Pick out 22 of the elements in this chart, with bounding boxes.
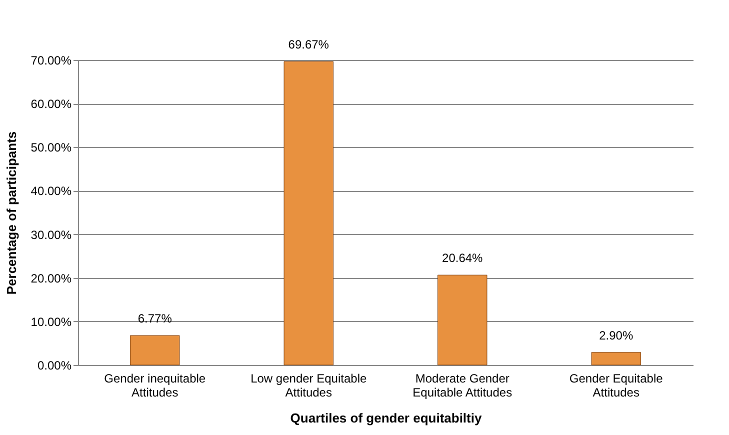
bar xyxy=(438,274,488,366)
data-label: 20.64% xyxy=(442,251,484,266)
bar xyxy=(591,352,641,366)
bar xyxy=(130,335,180,366)
x-axis-title: Quartiles of gender equitabiltiy xyxy=(290,410,482,426)
data-label: 2.90% xyxy=(599,328,634,342)
y-tick-label: 0.00% xyxy=(37,358,72,372)
y-tick-label: 60.00% xyxy=(30,97,72,112)
y-tick-label: 10.00% xyxy=(30,314,72,329)
y-axis-title: Percentage of participants xyxy=(4,131,19,295)
y-tick-label: 40.00% xyxy=(30,184,72,198)
x-tick-label: Gender inequitable Attitudes xyxy=(104,372,206,400)
y-tick-label: 30.00% xyxy=(30,228,72,242)
x-tick-label: Gender Equitable Attitudes xyxy=(569,372,664,400)
y-tick-label: 20.00% xyxy=(30,271,72,286)
x-tick-label: Moderate Gender Equitable Attitudes xyxy=(412,372,512,400)
data-label: 6.77% xyxy=(138,312,172,326)
data-label: 69.67% xyxy=(288,37,330,52)
bar xyxy=(284,61,334,366)
y-tick-label: 50.00% xyxy=(30,140,72,155)
y-tick-label: 70.00% xyxy=(30,54,72,68)
x-tick-label: Low gender Equitable Attitudes xyxy=(250,372,367,400)
